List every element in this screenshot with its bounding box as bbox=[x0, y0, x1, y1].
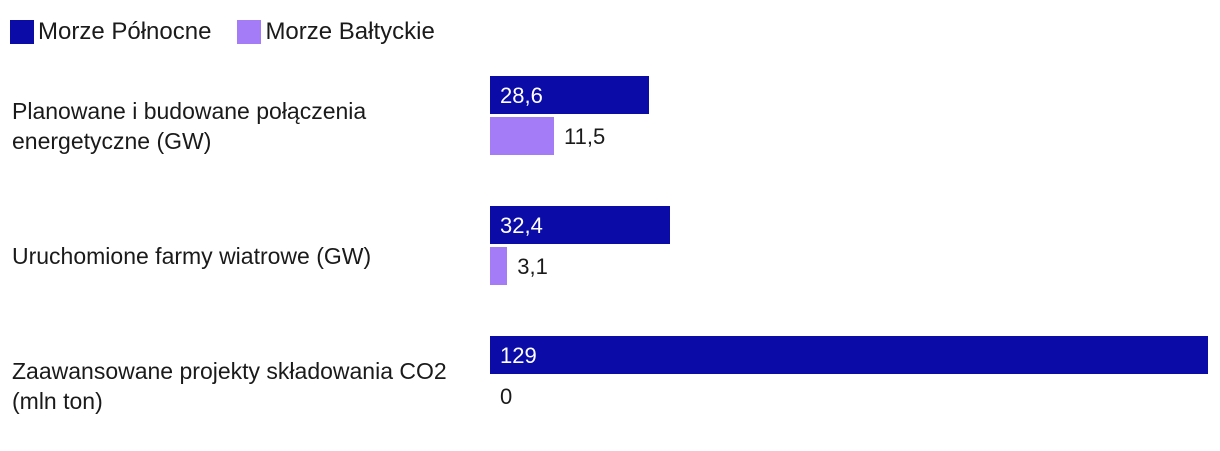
category-label: Planowane i budowane połączenia energety… bbox=[12, 98, 367, 154]
chart: Morze Północne Morze Bałtyckie Planowane i… bbox=[10, 18, 1208, 414]
value-label: 28,6 bbox=[500, 83, 543, 108]
legend-text: Morze Bałtyckie bbox=[265, 18, 435, 45]
category-label: Zaawansowane projekty składowania CO2 (m… bbox=[12, 358, 447, 414]
bar bbox=[490, 247, 508, 285]
value-label: 129 bbox=[500, 343, 537, 368]
value-label: 3,1 bbox=[517, 254, 548, 279]
legend-swatch bbox=[10, 20, 34, 44]
legend-swatch bbox=[237, 20, 262, 44]
value-label: 32,4 bbox=[500, 213, 543, 238]
bar bbox=[490, 76, 650, 114]
value-label: 0 bbox=[500, 384, 513, 409]
bar bbox=[490, 117, 554, 155]
category-label: Uruchomione farmy wiatrowe (GW) bbox=[12, 243, 372, 269]
bar bbox=[490, 206, 671, 244]
legend-text: Morze Północne bbox=[38, 18, 212, 45]
value-label: 11,5 bbox=[564, 124, 606, 149]
bar bbox=[490, 336, 1208, 374]
